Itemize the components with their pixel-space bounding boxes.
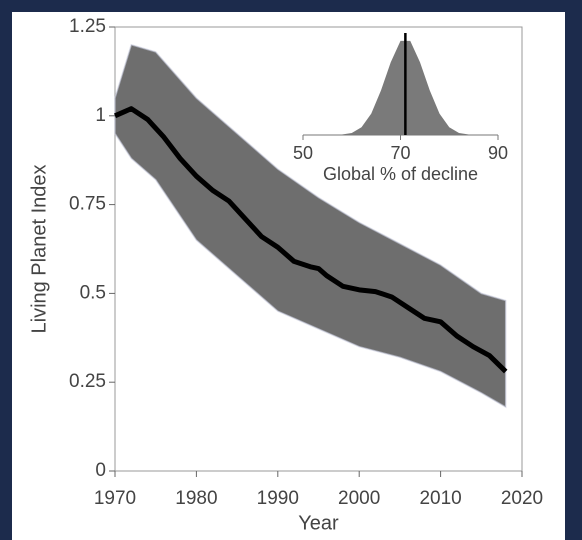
x-tick-label: 1980: [175, 488, 217, 509]
inset-x-axis-label: Global % of decline: [323, 164, 478, 184]
inset-x-tick-label: 50: [293, 143, 313, 163]
inset-x-tick-label: 90: [488, 143, 508, 163]
y-tick-label: 1.25: [69, 16, 106, 37]
y-axis-label: Living Planet Index: [28, 164, 50, 333]
y-tick-label: 1: [95, 105, 106, 126]
y-tick-label: 0.25: [69, 371, 106, 392]
x-tick-label: 2010: [419, 488, 461, 509]
y-tick-label: 0.75: [69, 194, 106, 215]
chart: 0 0.25 0.5 0.75 1 1.25 1970 1980 1990 2000 2010 202…: [0, 0, 582, 540]
x-tick-label: 1990: [257, 488, 299, 509]
y-tick-label: 0.5: [80, 282, 106, 303]
x-tick-label: 1970: [94, 488, 136, 509]
x-tick-label: 2020: [501, 488, 543, 509]
page: 0 0.25 0.5 0.75 1 1.25 1970 1980 1990 2000 2010 202…: [0, 0, 582, 540]
x-tick-label: 2000: [338, 488, 380, 509]
y-tick-label: 0: [95, 460, 106, 481]
x-axis-label: Year: [298, 512, 339, 534]
inset-x-tick-label: 70: [390, 143, 410, 163]
